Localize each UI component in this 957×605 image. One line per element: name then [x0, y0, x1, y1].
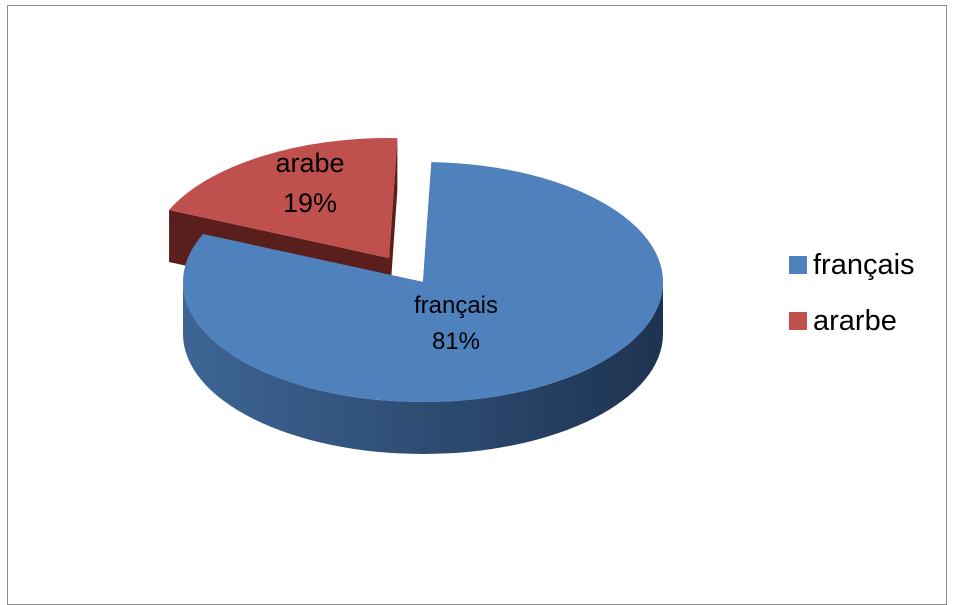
pie-chart: arabe 19% français 81%: [169, 138, 663, 454]
pie-slice-top-arabe: [169, 138, 398, 258]
data-label-category-francais: français: [414, 292, 498, 319]
legend-swatch-ararbe: [789, 312, 807, 330]
pie-slice-top-francais: [182, 162, 663, 402]
legend-swatch-francais: [789, 256, 807, 274]
legend-item-francais: français: [789, 247, 949, 283]
legend-label-francais: français: [813, 249, 915, 281]
legend-item-ararbe: ararbe: [789, 303, 949, 339]
legend: français ararbe: [789, 247, 949, 359]
data-label-percent-francais: 81%: [432, 328, 480, 355]
pie-slice-wall-arabe-1: [389, 138, 398, 310]
pie-slice-francais: [182, 162, 663, 454]
legend-label-ararbe: ararbe: [813, 305, 897, 337]
data-label-category-arabe: arabe: [275, 148, 344, 178]
data-label-percent-arabe: 19%: [283, 188, 337, 218]
pie-slice-side-francais-0: [183, 282, 663, 454]
